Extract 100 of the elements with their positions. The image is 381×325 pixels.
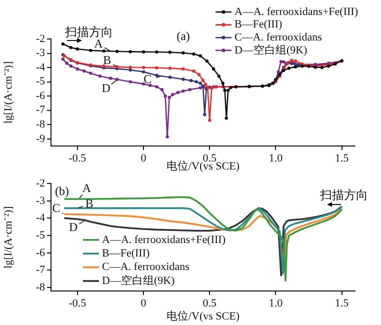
point — [69, 46, 72, 50]
point — [282, 60, 286, 64]
point — [334, 62, 337, 66]
x-tick-label: 1.5 — [334, 152, 350, 164]
x-axis-title: 电位/V(vs SCE) — [166, 309, 240, 322]
y-tick-label: -5 — [36, 76, 46, 88]
point — [76, 67, 80, 71]
legend-label: C—A. ferrooxidans — [234, 31, 322, 44]
point — [226, 88, 230, 92]
point — [320, 66, 324, 70]
point — [142, 66, 146, 70]
point — [182, 51, 185, 54]
y-tick-label: -4 — [36, 61, 46, 74]
point — [198, 86, 202, 90]
legend-label: D—空白组(9K) — [234, 43, 308, 56]
y-tick-label: -7 — [36, 104, 46, 116]
y-axis-title: lg[I/(A·cm⁻²)] — [2, 206, 14, 268]
y-tick-label: -3 — [36, 194, 46, 207]
x-tick-label: -0.5 — [68, 152, 87, 164]
point — [168, 66, 172, 70]
y-tick-label: -8 — [36, 281, 46, 294]
point — [217, 74, 220, 78]
legend-label: A—A. ferrooxidans+Fe(III) — [102, 234, 226, 246]
point — [212, 67, 216, 71]
point — [296, 63, 300, 66]
y-axis-title: lg[I/(A·cm⁻²)] — [2, 61, 14, 124]
x-tick-label: -0.5 — [68, 297, 87, 310]
point — [198, 54, 202, 58]
point — [65, 62, 68, 65]
legend-label: C—A. ferrooxidans — [102, 261, 190, 274]
point — [128, 68, 132, 72]
point — [197, 73, 201, 76]
point — [194, 80, 198, 84]
point — [201, 84, 205, 88]
y-tick-label: -6 — [36, 90, 46, 102]
point — [142, 70, 146, 74]
point — [208, 118, 212, 122]
point — [115, 78, 119, 81]
annotation: A — [82, 181, 92, 196]
point — [168, 96, 171, 100]
y-tick-label: -4 — [36, 212, 46, 224]
point — [279, 60, 283, 64]
chart-title: (a) — [176, 29, 190, 44]
point — [102, 49, 106, 53]
x-tick-label: 1.0 — [268, 297, 284, 310]
point — [128, 66, 132, 69]
point — [198, 82, 202, 85]
point — [76, 47, 80, 51]
point — [203, 113, 206, 116]
annotation: 扫描方向 — [319, 188, 368, 202]
point — [192, 70, 196, 73]
x-tick-label: 0 — [140, 297, 147, 310]
point — [190, 79, 193, 82]
point — [182, 89, 185, 93]
y-tick-label: -8 — [36, 118, 46, 130]
x-tick-label: 1.5 — [334, 297, 350, 310]
point — [148, 84, 152, 87]
chart-title: (b) — [54, 184, 69, 198]
point — [171, 93, 174, 96]
point — [61, 42, 64, 46]
point — [155, 66, 158, 70]
annotation: D — [69, 220, 78, 234]
point — [188, 88, 192, 92]
point — [182, 67, 185, 71]
point — [192, 52, 196, 56]
point — [61, 58, 64, 61]
point — [69, 64, 72, 68]
point — [294, 65, 298, 68]
point — [155, 85, 158, 88]
x-tick-label: 0 — [140, 152, 147, 164]
annotation: B — [103, 52, 112, 67]
point — [229, 86, 232, 90]
annotation: C — [144, 72, 152, 86]
point — [182, 78, 185, 81]
y-tick-label: -3 — [36, 47, 46, 60]
point — [221, 82, 224, 85]
legend-label: D—空白组(9K) — [102, 274, 176, 287]
legend-label: A—A. ferrooxidans+Fe(III) — [234, 6, 358, 18]
point — [89, 48, 92, 52]
point — [155, 74, 158, 77]
y-tick-label: -6 — [36, 246, 46, 259]
point — [128, 80, 132, 84]
point — [287, 66, 291, 70]
point — [224, 116, 228, 120]
point — [205, 60, 209, 63]
point — [108, 76, 112, 80]
annotation: D — [102, 80, 111, 95]
legend-label: B—Fe(III) — [234, 18, 282, 31]
point — [89, 72, 92, 75]
point — [294, 60, 298, 63]
point — [290, 58, 294, 62]
point — [168, 50, 172, 54]
y-tick-label: -2 — [36, 177, 45, 190]
point — [201, 78, 205, 82]
x-tick-label: 0.5 — [202, 297, 217, 310]
point — [160, 88, 164, 92]
point — [223, 88, 226, 92]
point — [82, 69, 86, 73]
legend-label: B—Fe(III) — [102, 247, 150, 260]
point — [168, 76, 172, 79]
